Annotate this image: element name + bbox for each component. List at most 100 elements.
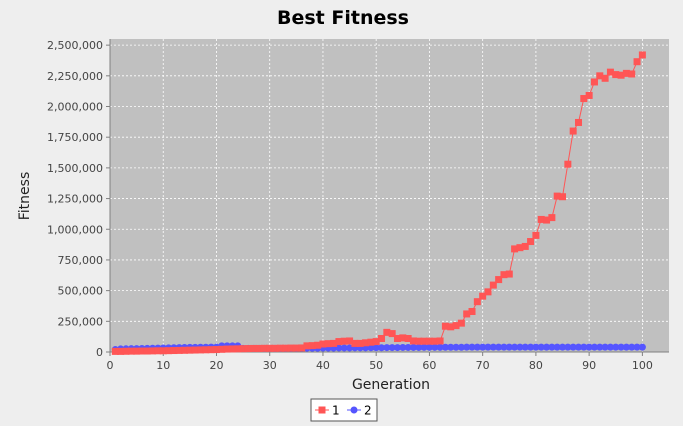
series-2-point bbox=[548, 343, 556, 351]
series-2-point bbox=[489, 343, 497, 351]
series-1-point bbox=[271, 344, 279, 352]
x-tick-label: 20 bbox=[209, 359, 223, 372]
series-2-point bbox=[409, 343, 417, 351]
series-1-point bbox=[228, 345, 236, 353]
series-2-point bbox=[574, 343, 582, 351]
series-1-point bbox=[569, 127, 577, 135]
series-2-point bbox=[580, 343, 588, 351]
series-2-point bbox=[612, 343, 620, 351]
x-tick-label: 70 bbox=[476, 359, 490, 372]
series-2-point bbox=[372, 344, 380, 352]
series-2-point bbox=[543, 343, 551, 351]
series-2-point bbox=[617, 343, 625, 351]
series-1-point bbox=[622, 69, 630, 77]
series-2-point bbox=[404, 343, 412, 351]
series-2-point bbox=[378, 344, 386, 352]
x-tick-label: 30 bbox=[263, 359, 277, 372]
series-2-point bbox=[431, 343, 439, 351]
series-layer bbox=[111, 51, 646, 355]
series-1-point bbox=[133, 347, 141, 355]
series-1-point bbox=[393, 334, 401, 342]
series-2-point bbox=[564, 343, 572, 351]
series-1-point bbox=[127, 347, 135, 355]
series-1-point bbox=[186, 346, 194, 354]
series-1 bbox=[111, 51, 646, 355]
series-1-point bbox=[420, 337, 428, 345]
y-tick-label: 2,250,000 bbox=[47, 70, 103, 83]
series-1-point bbox=[244, 345, 252, 353]
series-2-point bbox=[505, 343, 513, 351]
series-2-point bbox=[638, 343, 646, 351]
series-1-point bbox=[516, 244, 524, 252]
series-1-point bbox=[351, 339, 359, 347]
legend-box bbox=[310, 398, 378, 422]
series-1-point bbox=[468, 307, 476, 315]
series-2-point bbox=[537, 343, 545, 351]
series-1-point bbox=[356, 339, 364, 347]
series-2-point bbox=[559, 343, 567, 351]
series-1-point bbox=[638, 51, 646, 59]
series-2-point bbox=[425, 343, 433, 351]
series-1-point bbox=[590, 78, 598, 86]
series-1-point bbox=[559, 193, 567, 201]
series-1-point bbox=[404, 334, 412, 342]
x-tick-label: 60 bbox=[422, 359, 436, 372]
series-2-point bbox=[441, 343, 449, 351]
y-tick-label: 750,000 bbox=[58, 254, 104, 267]
series-2-point bbox=[622, 343, 630, 351]
x-tick-label: 40 bbox=[316, 359, 330, 372]
series-1-point bbox=[212, 346, 220, 354]
series-1-point bbox=[521, 242, 529, 250]
x-axis-title: Generation bbox=[352, 377, 430, 393]
series-1-point bbox=[181, 346, 189, 354]
series-1-point bbox=[266, 344, 274, 352]
y-tick-label: 2,500,000 bbox=[47, 39, 103, 52]
legend-label: 2 bbox=[364, 404, 372, 418]
series-2-point bbox=[420, 343, 428, 351]
series-1-point bbox=[117, 347, 125, 355]
series-1-point bbox=[564, 160, 572, 168]
series-1-point bbox=[298, 344, 306, 352]
series-1-point bbox=[367, 338, 375, 346]
series-2-point bbox=[346, 344, 354, 352]
series-2-point bbox=[628, 343, 636, 351]
x-tick-label: 0 bbox=[107, 359, 114, 372]
series-2-point bbox=[606, 343, 614, 351]
series-1-point bbox=[580, 95, 588, 103]
series-1-point bbox=[633, 58, 641, 66]
series-1-point bbox=[628, 70, 636, 78]
y-tick-label: 0 bbox=[96, 346, 103, 359]
legend-item-1: 1 bbox=[315, 404, 340, 418]
series-1-point bbox=[447, 323, 455, 331]
series-1-point bbox=[415, 337, 423, 345]
series-1-point bbox=[287, 344, 295, 352]
series-1-point bbox=[612, 71, 620, 79]
series-2-point bbox=[532, 343, 540, 351]
x-tick-label: 90 bbox=[582, 359, 596, 372]
series-2-point bbox=[383, 344, 391, 352]
series-1-point bbox=[138, 347, 146, 355]
series-2-point bbox=[585, 343, 593, 351]
series-1-point bbox=[335, 338, 343, 346]
series-1-point bbox=[574, 118, 582, 126]
series-1-point bbox=[250, 344, 258, 352]
series-1-point bbox=[143, 347, 151, 355]
series-1-point bbox=[218, 345, 226, 353]
series-1-point bbox=[234, 345, 242, 353]
series-1-point bbox=[314, 341, 322, 349]
y-tick-label: 1,500,000 bbox=[47, 162, 103, 175]
grid bbox=[109, 39, 669, 353]
series-2-point bbox=[596, 343, 604, 351]
y-tick-label: 2,000,000 bbox=[47, 101, 103, 114]
series-1-point bbox=[324, 340, 332, 348]
series-1-point bbox=[303, 342, 311, 350]
series-1-point bbox=[372, 338, 380, 346]
series-1-point bbox=[484, 288, 492, 296]
series-1-point bbox=[511, 245, 519, 253]
chart-title: Best Fitness bbox=[277, 7, 409, 29]
series-2-point bbox=[393, 344, 401, 352]
series-1-point bbox=[500, 271, 508, 279]
series-1-point bbox=[601, 74, 609, 82]
